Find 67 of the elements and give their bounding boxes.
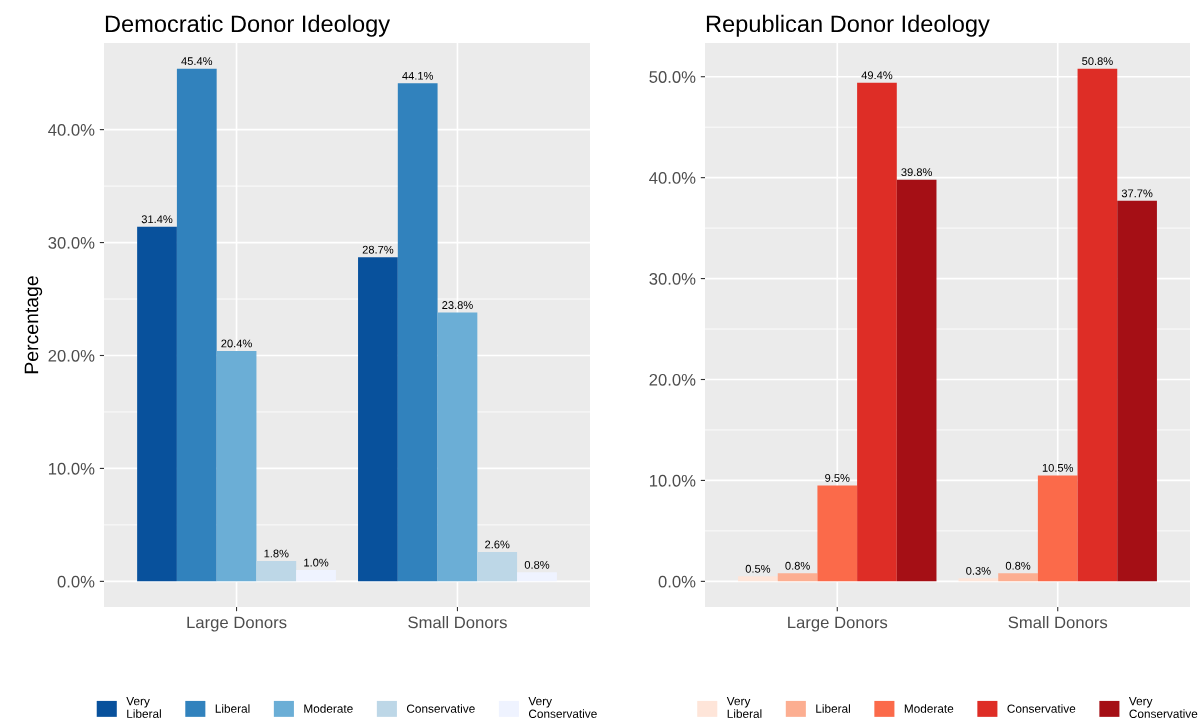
data-label: 9.5% [825, 474, 850, 482]
data-label: 0.8% [1005, 561, 1031, 570]
legend-label: Conservative [1007, 704, 1076, 713]
bar [857, 82, 897, 582]
data-label: 50.8% [1082, 57, 1113, 66]
bar [477, 552, 518, 582]
y-tick-label: 50.0% [649, 71, 696, 83]
legend-label: Very Conservative [528, 697, 597, 718]
bar [1117, 200, 1157, 582]
legend-label: Very Conservative [1128, 697, 1198, 718]
chart-title: Democratic Donor Ideology [105, 14, 391, 37]
bar [437, 312, 478, 582]
bar [817, 485, 858, 582]
data-label: 1.8% [264, 549, 289, 558]
legend-label: Liberal [215, 704, 250, 713]
bar [256, 561, 297, 582]
data-label: 39.8% [901, 168, 932, 177]
data-label: 37.7% [1121, 189, 1153, 198]
bar [397, 83, 438, 582]
data-label: 10.5% [1042, 463, 1074, 472]
data-label: 44.1% [402, 71, 434, 80]
data-label: 49.4% [861, 71, 893, 80]
y-axis-title: Percentage [24, 276, 43, 374]
bar [216, 350, 257, 582]
legend-label: Conservative [406, 704, 475, 713]
legend-label: Moderate [304, 704, 353, 713]
data-label: 0.8% [524, 560, 550, 569]
y-tick-label: 30.0% [649, 272, 696, 285]
bar [358, 257, 398, 582]
y-tick-label: 10.0% [48, 462, 95, 475]
data-label: 0.5% [745, 564, 771, 573]
legend-label: Very Liberal [726, 697, 762, 718]
bar [1077, 68, 1118, 582]
data-label: 45.4% [181, 57, 213, 66]
bar [176, 68, 217, 582]
data-label: 0.8% [785, 561, 810, 570]
bar [137, 226, 177, 582]
data-label: 2.6% [485, 540, 510, 549]
data-label: 31.4% [141, 215, 173, 224]
bar [998, 573, 1038, 582]
data-label: 0.3% [966, 566, 991, 575]
y-tick-label: 20.0% [48, 349, 95, 362]
y-tick-label: 40.0% [48, 124, 95, 136]
data-label: 1.0% [304, 558, 329, 567]
legend-label: Liberal [816, 704, 850, 713]
bar [738, 576, 778, 582]
bar [777, 573, 818, 582]
legend-label: Moderate [904, 704, 954, 713]
y-tick-label: 0.0% [658, 575, 696, 588]
y-tick-label: 0.0% [57, 575, 95, 588]
x-tick-label: Small Donors [1008, 616, 1108, 629]
data-label: 23.8% [442, 301, 473, 309]
x-tick-label: Small Donors [408, 616, 507, 629]
bar [517, 572, 557, 582]
y-tick-label: 20.0% [649, 373, 696, 386]
bar [296, 570, 336, 582]
y-tick-label: 30.0% [48, 236, 95, 249]
data-label: 20.4% [221, 339, 252, 348]
data-label: 28.7% [362, 245, 394, 254]
legend-label: Very Liberal [126, 697, 161, 718]
x-tick-label: Large Donors [187, 616, 287, 632]
chart-title: Republican Donor Ideology [706, 14, 990, 37]
bar [1037, 475, 1078, 582]
y-tick-label: 40.0% [649, 172, 696, 184]
x-tick-label: Large Donors [788, 616, 888, 632]
y-tick-label: 10.0% [649, 474, 696, 487]
bar [896, 179, 937, 582]
